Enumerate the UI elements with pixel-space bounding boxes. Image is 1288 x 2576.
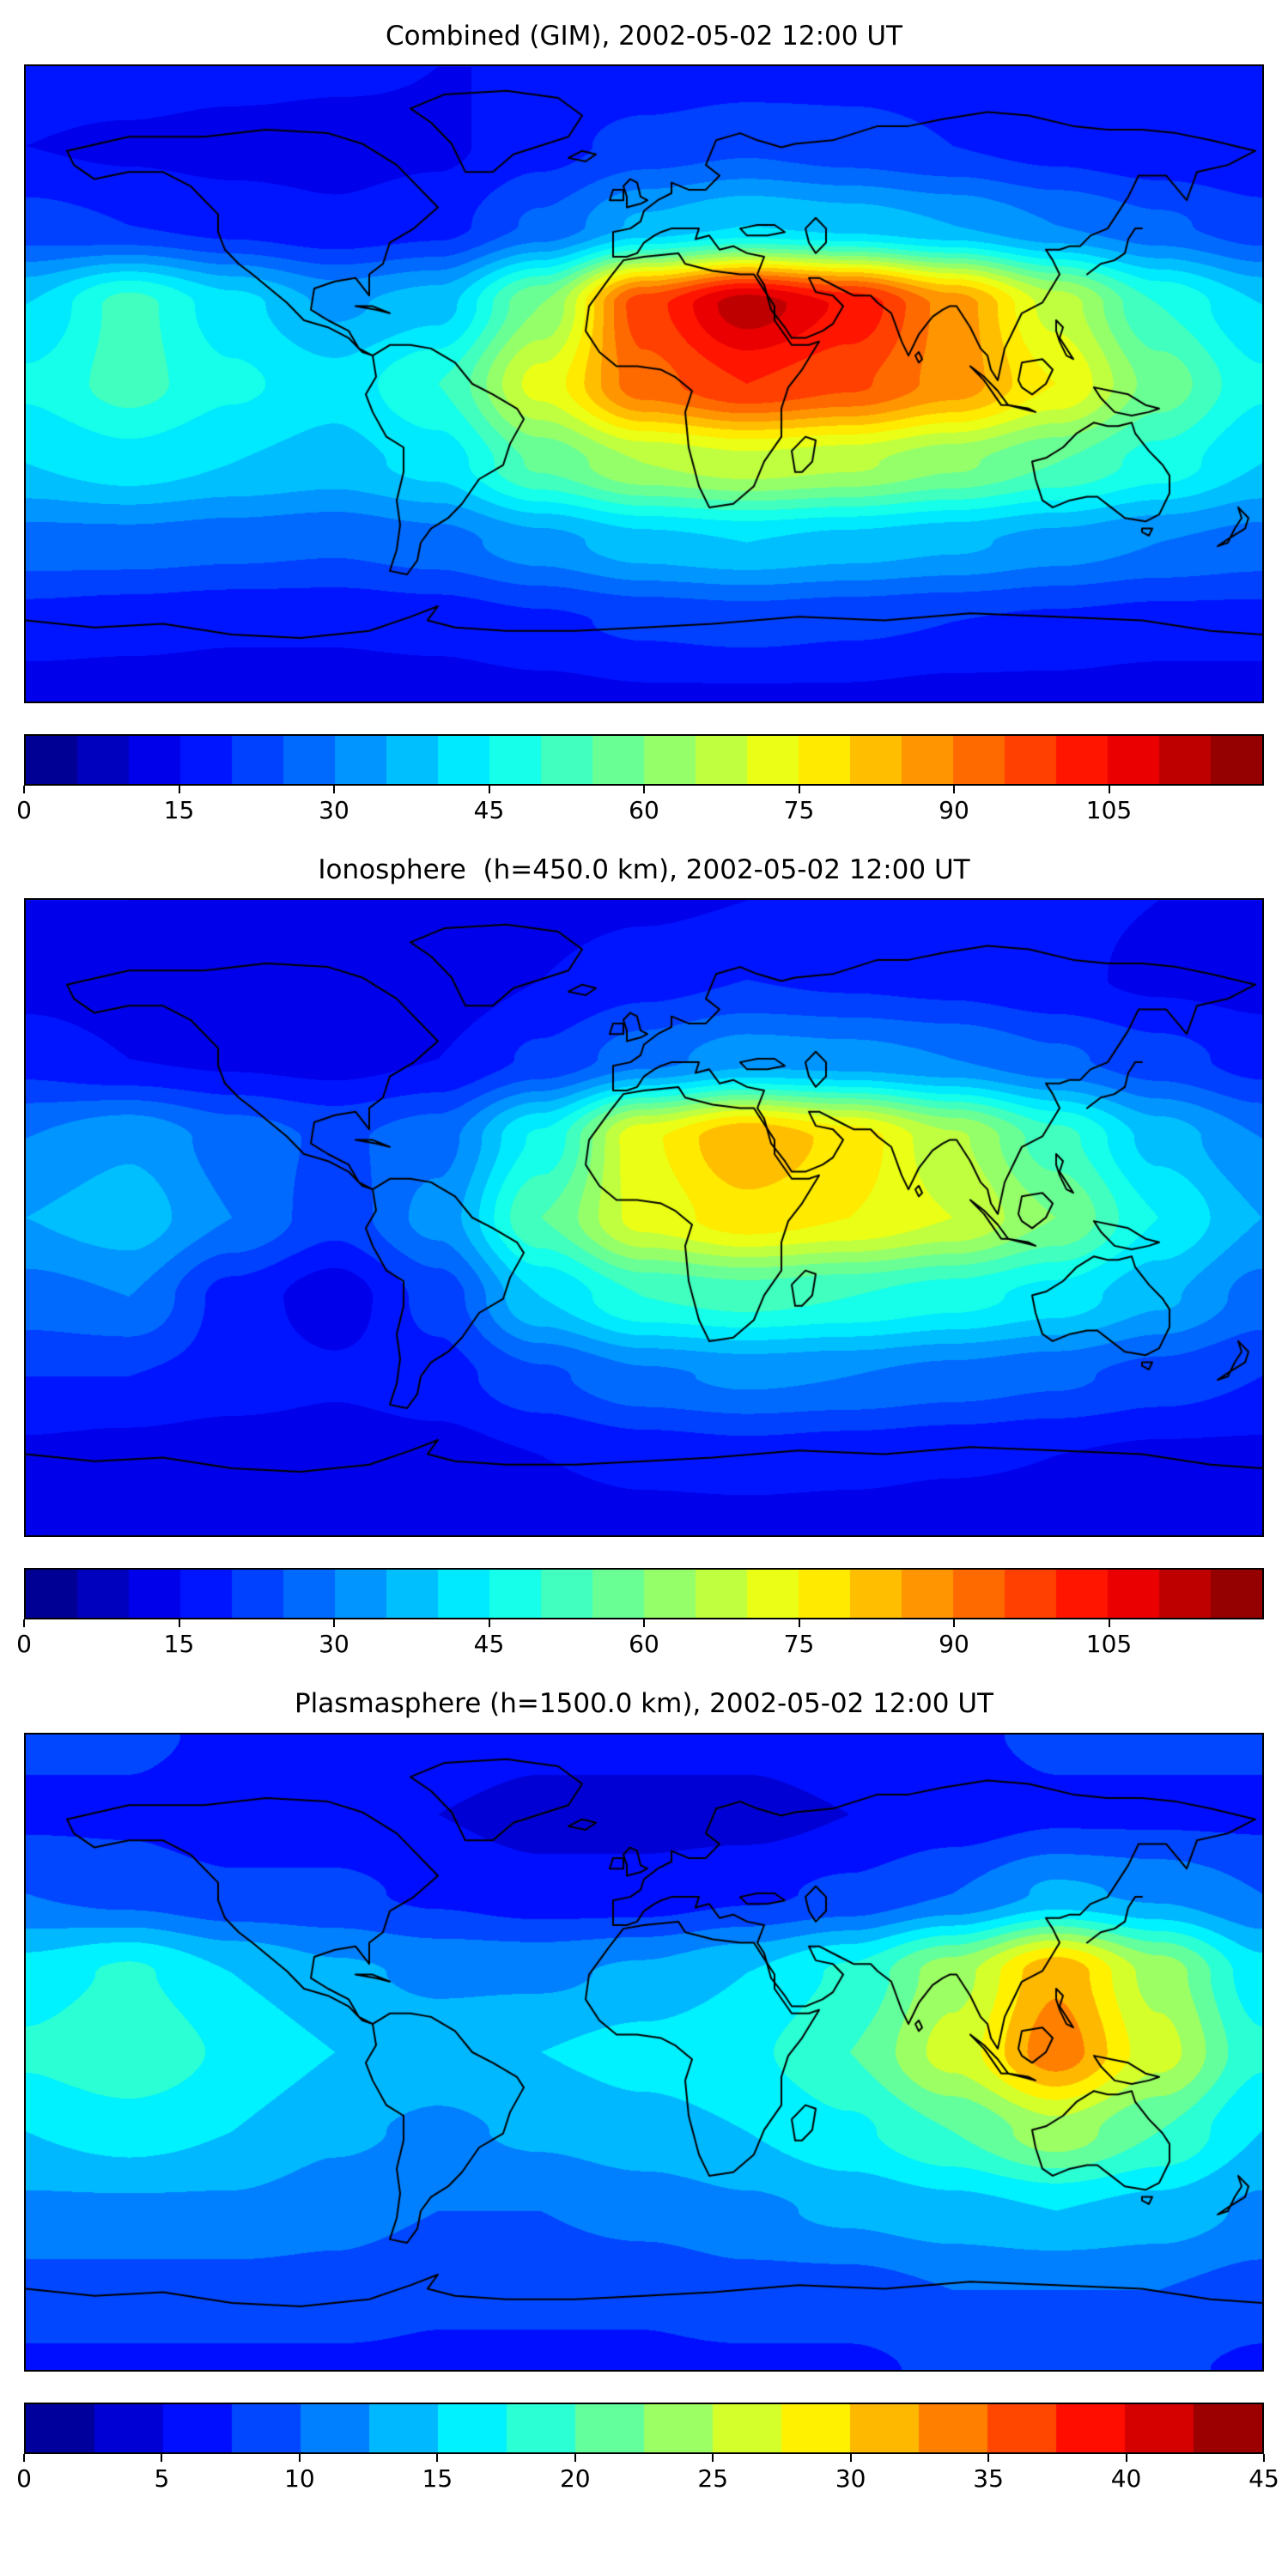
colorbar-tickmark (643, 1619, 645, 1628)
colorbar-tickmark (1263, 2453, 1265, 2462)
colorbar-tickmark (178, 1619, 180, 1628)
colorbar-tick-label: 45 (473, 796, 505, 825)
colorbar-tick-label: 0 (16, 796, 32, 825)
colorbar-tickmark (798, 1619, 800, 1628)
colorbar-tickmark (488, 1619, 490, 1628)
colorbar-combined (24, 734, 1264, 787)
colorbar-tick-label: 30 (835, 2464, 866, 2493)
colorbar-tick-label: 25 (697, 2464, 729, 2493)
colorbar-tickmark (574, 2453, 576, 2462)
colorbar-tickmark (849, 2453, 852, 2462)
colorbar-tickmark (987, 2453, 990, 2462)
colorbar-tick-label: 20 (559, 2464, 591, 2493)
colorbar-ticks-combined: 0 15 30 45 60 75 90 105 (16, 786, 1264, 830)
colorbar-tick-label: 90 (939, 1630, 969, 1659)
panel-title-ionosphere: Ionosphere (h=450.0 km), 2002-05-02 12:0… (318, 854, 970, 886)
colorbar-tick-label: 5 (154, 2464, 170, 2493)
colorbar-tickmark (23, 786, 25, 794)
colorbar-tick-label: 90 (939, 796, 969, 825)
colorbar-tickmark (953, 1619, 955, 1628)
colorbar-tick-label: 60 (629, 1630, 659, 1659)
colorbar-tick-label: 75 (783, 796, 815, 825)
world-map-ionosphere (24, 898, 1264, 1538)
colorbar-ionosphere (24, 1568, 1264, 1620)
colorbar-ticks-plasmasphere: 0 5 10 15 20 25 30 35 40 45 (16, 2453, 1279, 2499)
colorbar-tick-label: 30 (319, 796, 349, 825)
colorbar-tick-label: 75 (783, 1630, 815, 1659)
colorbar-tick-label: 15 (163, 1630, 195, 1659)
colorbar-tick-label: 15 (163, 796, 195, 825)
colorbar-tickmark (333, 1619, 335, 1628)
colorbar-tick-label: 10 (284, 2464, 315, 2493)
panel-ionosphere: Ionosphere (h=450.0 km), 2002-05-02 12:0… (0, 834, 1288, 1668)
colorbar-tick-label: 30 (319, 1630, 349, 1659)
colorbar-ticks-ionosphere: 0 15 30 45 60 75 90 105 (16, 1619, 1264, 1664)
colorbar-tick-label: 40 (1110, 2464, 1142, 2493)
colorbar-tick-label: 0 (16, 1630, 32, 1659)
panel-title-plasmasphere: Plasmasphere (h=1500.0 km), 2002-05-02 1… (294, 1688, 993, 1720)
colorbar-tickmark (178, 786, 180, 794)
colorbar-tickmark (643, 786, 645, 794)
colorbar-plasmasphere (24, 2402, 1264, 2454)
tec-figure: Combined (GIM), 2002-05-02 12:00 UT 0 15 3… (0, 0, 1288, 2501)
colorbar-tickmark (23, 1619, 25, 1628)
colorbar-tick-label: 105 (1085, 1630, 1133, 1659)
colorbar-tickmark (298, 2453, 301, 2462)
colorbar-tick-label: 105 (1085, 796, 1133, 825)
world-map-plasmasphere (24, 1732, 1264, 2372)
panel-combined: Combined (GIM), 2002-05-02 12:00 UT 0 15 3… (0, 0, 1288, 834)
world-map-combined (24, 64, 1264, 704)
colorbar-tickmark (712, 2453, 714, 2462)
colorbar-tick-label: 45 (473, 1630, 505, 1659)
colorbar-tickmark (161, 2453, 163, 2462)
colorbar-tickmark (1108, 786, 1110, 794)
colorbar-tickmark (436, 2453, 439, 2462)
panel-title-combined: Combined (GIM), 2002-05-02 12:00 UT (386, 21, 902, 52)
colorbar-tickmark (1125, 2453, 1127, 2462)
colorbar-tickmark (798, 786, 800, 794)
colorbar-tickmark (488, 786, 490, 794)
colorbar-tick-label: 45 (1249, 2464, 1279, 2493)
colorbar-tick-label: 15 (422, 2464, 453, 2493)
panel-plasmasphere: Plasmasphere (h=1500.0 km), 2002-05-02 1… (0, 1668, 1288, 2501)
colorbar-tick-label: 35 (973, 2464, 1004, 2493)
colorbar-tickmark (333, 786, 335, 794)
colorbar-tickmark (1108, 1619, 1110, 1628)
colorbar-tick-label: 60 (629, 796, 659, 825)
colorbar-tickmark (23, 2453, 25, 2462)
colorbar-tick-label: 0 (16, 2464, 32, 2493)
colorbar-tickmark (953, 786, 955, 794)
